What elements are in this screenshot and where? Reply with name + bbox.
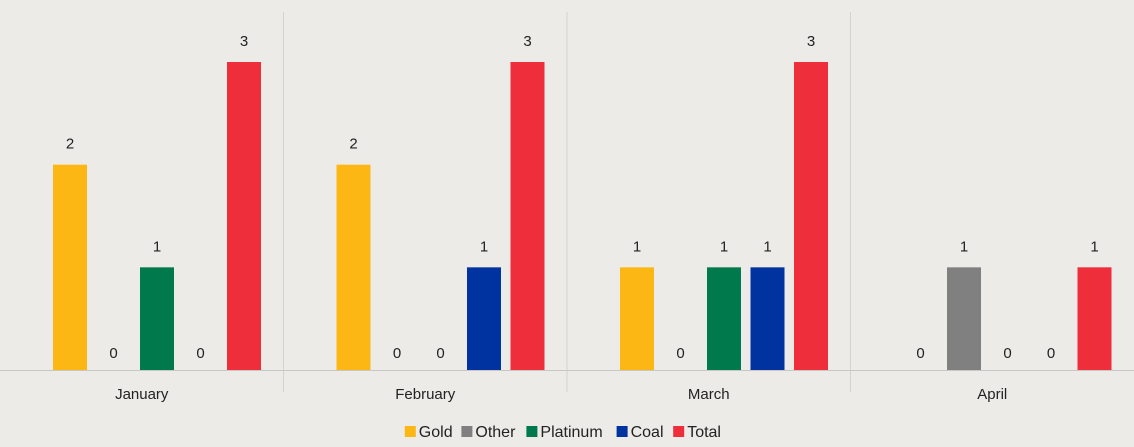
x-tick-label-april: April [977,386,1007,403]
legend-item-total: Total [673,424,721,441]
x-tick-label-february: February [395,386,456,403]
bar-total-march [794,62,828,370]
legend-swatch-total [673,426,685,437]
data-label-platinum-march: 1 [720,238,728,255]
bar-other-april [947,267,981,370]
bar-platinum-march [707,267,741,370]
data-label-platinum-february: 0 [436,345,444,362]
legend-label-platinum: Platinum [540,424,602,441]
bar-platinum-january [140,267,174,370]
data-label-total-april: 1 [1090,238,1098,255]
x-tick-label-january: January [115,386,169,403]
data-label-gold-february: 2 [349,136,357,153]
bar-gold-january [53,164,87,370]
legend-swatch-other [461,426,473,437]
data-label-gold-april: 0 [916,345,924,362]
bar-total-february [510,62,545,370]
legend-swatch-coal [616,426,628,437]
bar-coal-march [750,267,785,370]
data-label-other-april: 1 [960,238,968,255]
data-label-total-january: 3 [240,33,248,50]
legend: Gold Other Platinum Coal Total [404,424,721,441]
data-label-coal-march: 1 [763,238,771,255]
data-label-gold-january: 2 [66,136,74,153]
data-label-coal-april: 0 [1047,345,1055,362]
legend-item-other: Other [461,424,516,441]
legend-swatch-platinum [526,426,538,437]
legend-item-coal: Coal [616,424,664,441]
data-label-total-march: 3 [807,33,815,50]
data-label-coal-february: 1 [480,238,488,255]
legend-item-platinum: Platinum [526,424,603,441]
data-label-gold-march: 1 [633,238,641,255]
data-label-platinum-april: 0 [1003,345,1011,362]
data-label-total-february: 3 [523,33,531,50]
legend-label-coal: Coal [631,424,664,441]
x-tick-label-march: March [688,386,730,403]
legend-item-gold: Gold [404,424,453,441]
bar-coal-february [467,267,501,370]
bar-total-january [227,62,261,370]
data-label-other-january: 0 [109,345,117,362]
data-label-platinum-january: 1 [153,238,161,255]
data-label-coal-january: 0 [196,345,204,362]
plot-area: 2 0 1 0 3 January 2 0 0 1 3 February 1 0 1 1 3 March 0 1 0 0 1… [0,12,1134,403]
bar-gold-february [336,164,371,370]
legend-label-other: Other [475,424,516,441]
legend-swatch-gold [404,426,416,437]
bar-gold-march [620,267,654,370]
legend-label-total: Total [687,424,721,441]
bar-total-april [1077,267,1112,370]
data-label-other-march: 0 [676,345,684,362]
data-label-other-february: 0 [393,345,401,362]
legend-label-gold: Gold [419,424,453,441]
